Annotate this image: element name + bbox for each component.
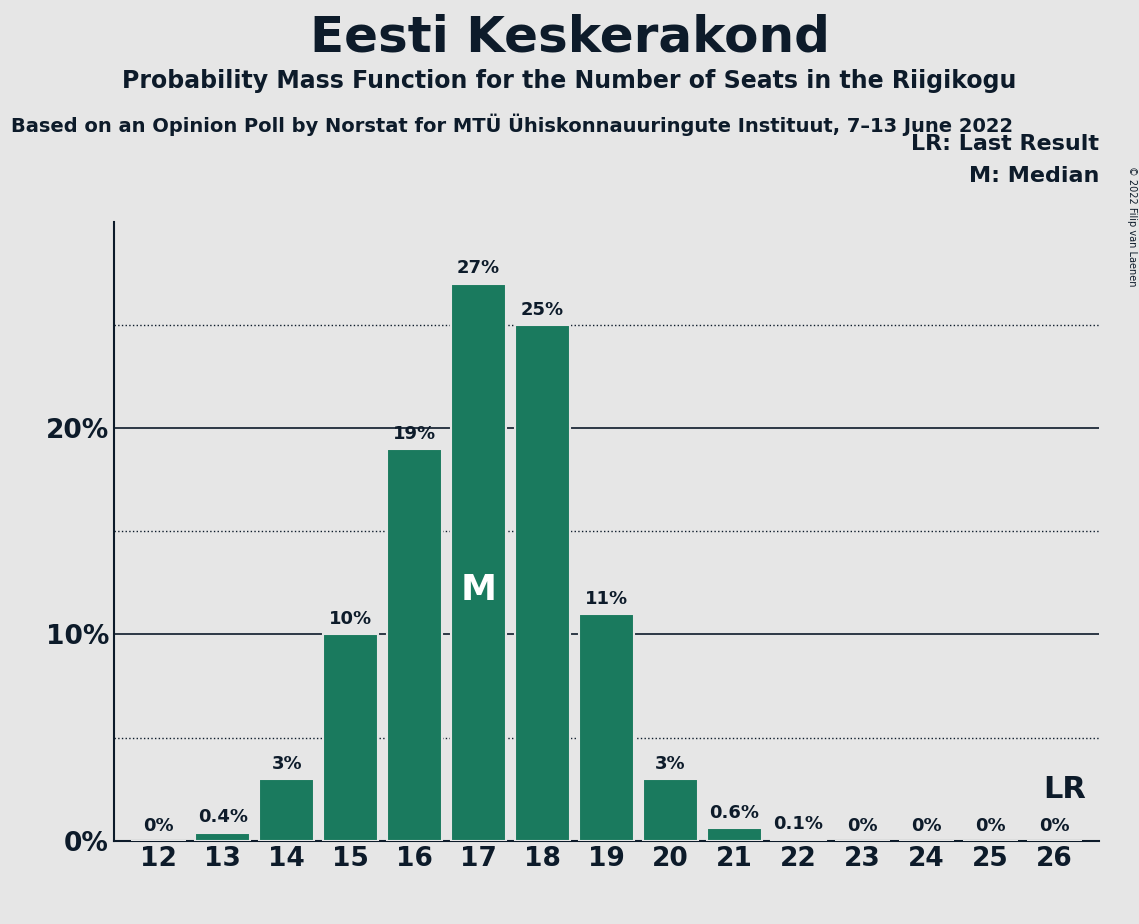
Text: 0%: 0% — [847, 817, 878, 834]
Text: 0%: 0% — [1039, 817, 1070, 834]
Bar — [771, 839, 826, 841]
Bar — [707, 829, 762, 841]
Text: 3%: 3% — [271, 755, 302, 772]
Text: 27%: 27% — [457, 260, 500, 277]
Text: M: Median: M: Median — [969, 166, 1099, 187]
Bar — [580, 614, 633, 841]
Text: © 2022 Filip van Laenen: © 2022 Filip van Laenen — [1126, 166, 1137, 286]
Text: Probability Mass Function for the Number of Seats in the Riigikogu: Probability Mass Function for the Number… — [122, 69, 1017, 93]
Bar — [323, 635, 378, 841]
Text: 0.4%: 0.4% — [198, 808, 247, 826]
Bar — [515, 325, 570, 841]
Text: Based on an Opinion Poll by Norstat for MTÜ Ühiskonnauuringute Instituut, 7–13 J: Based on an Opinion Poll by Norstat for … — [11, 114, 1014, 136]
Text: 0.1%: 0.1% — [773, 815, 823, 833]
Text: LR: LR — [1043, 774, 1087, 804]
Bar — [644, 779, 698, 841]
Text: Eesti Keskerakond: Eesti Keskerakond — [310, 14, 829, 62]
Bar — [387, 449, 442, 841]
Text: 3%: 3% — [655, 755, 686, 772]
Bar — [196, 833, 249, 841]
Bar — [260, 779, 314, 841]
Text: LR: Last Result: LR: Last Result — [911, 134, 1099, 154]
Text: 11%: 11% — [585, 590, 628, 608]
Text: 0.6%: 0.6% — [710, 804, 760, 822]
Text: 25%: 25% — [521, 300, 564, 319]
Text: M: M — [460, 573, 497, 607]
Text: 0%: 0% — [911, 817, 942, 834]
Bar — [451, 284, 506, 841]
Text: 0%: 0% — [975, 817, 1006, 834]
Text: 0%: 0% — [144, 817, 174, 834]
Text: 10%: 10% — [329, 610, 372, 628]
Text: 19%: 19% — [393, 424, 436, 443]
